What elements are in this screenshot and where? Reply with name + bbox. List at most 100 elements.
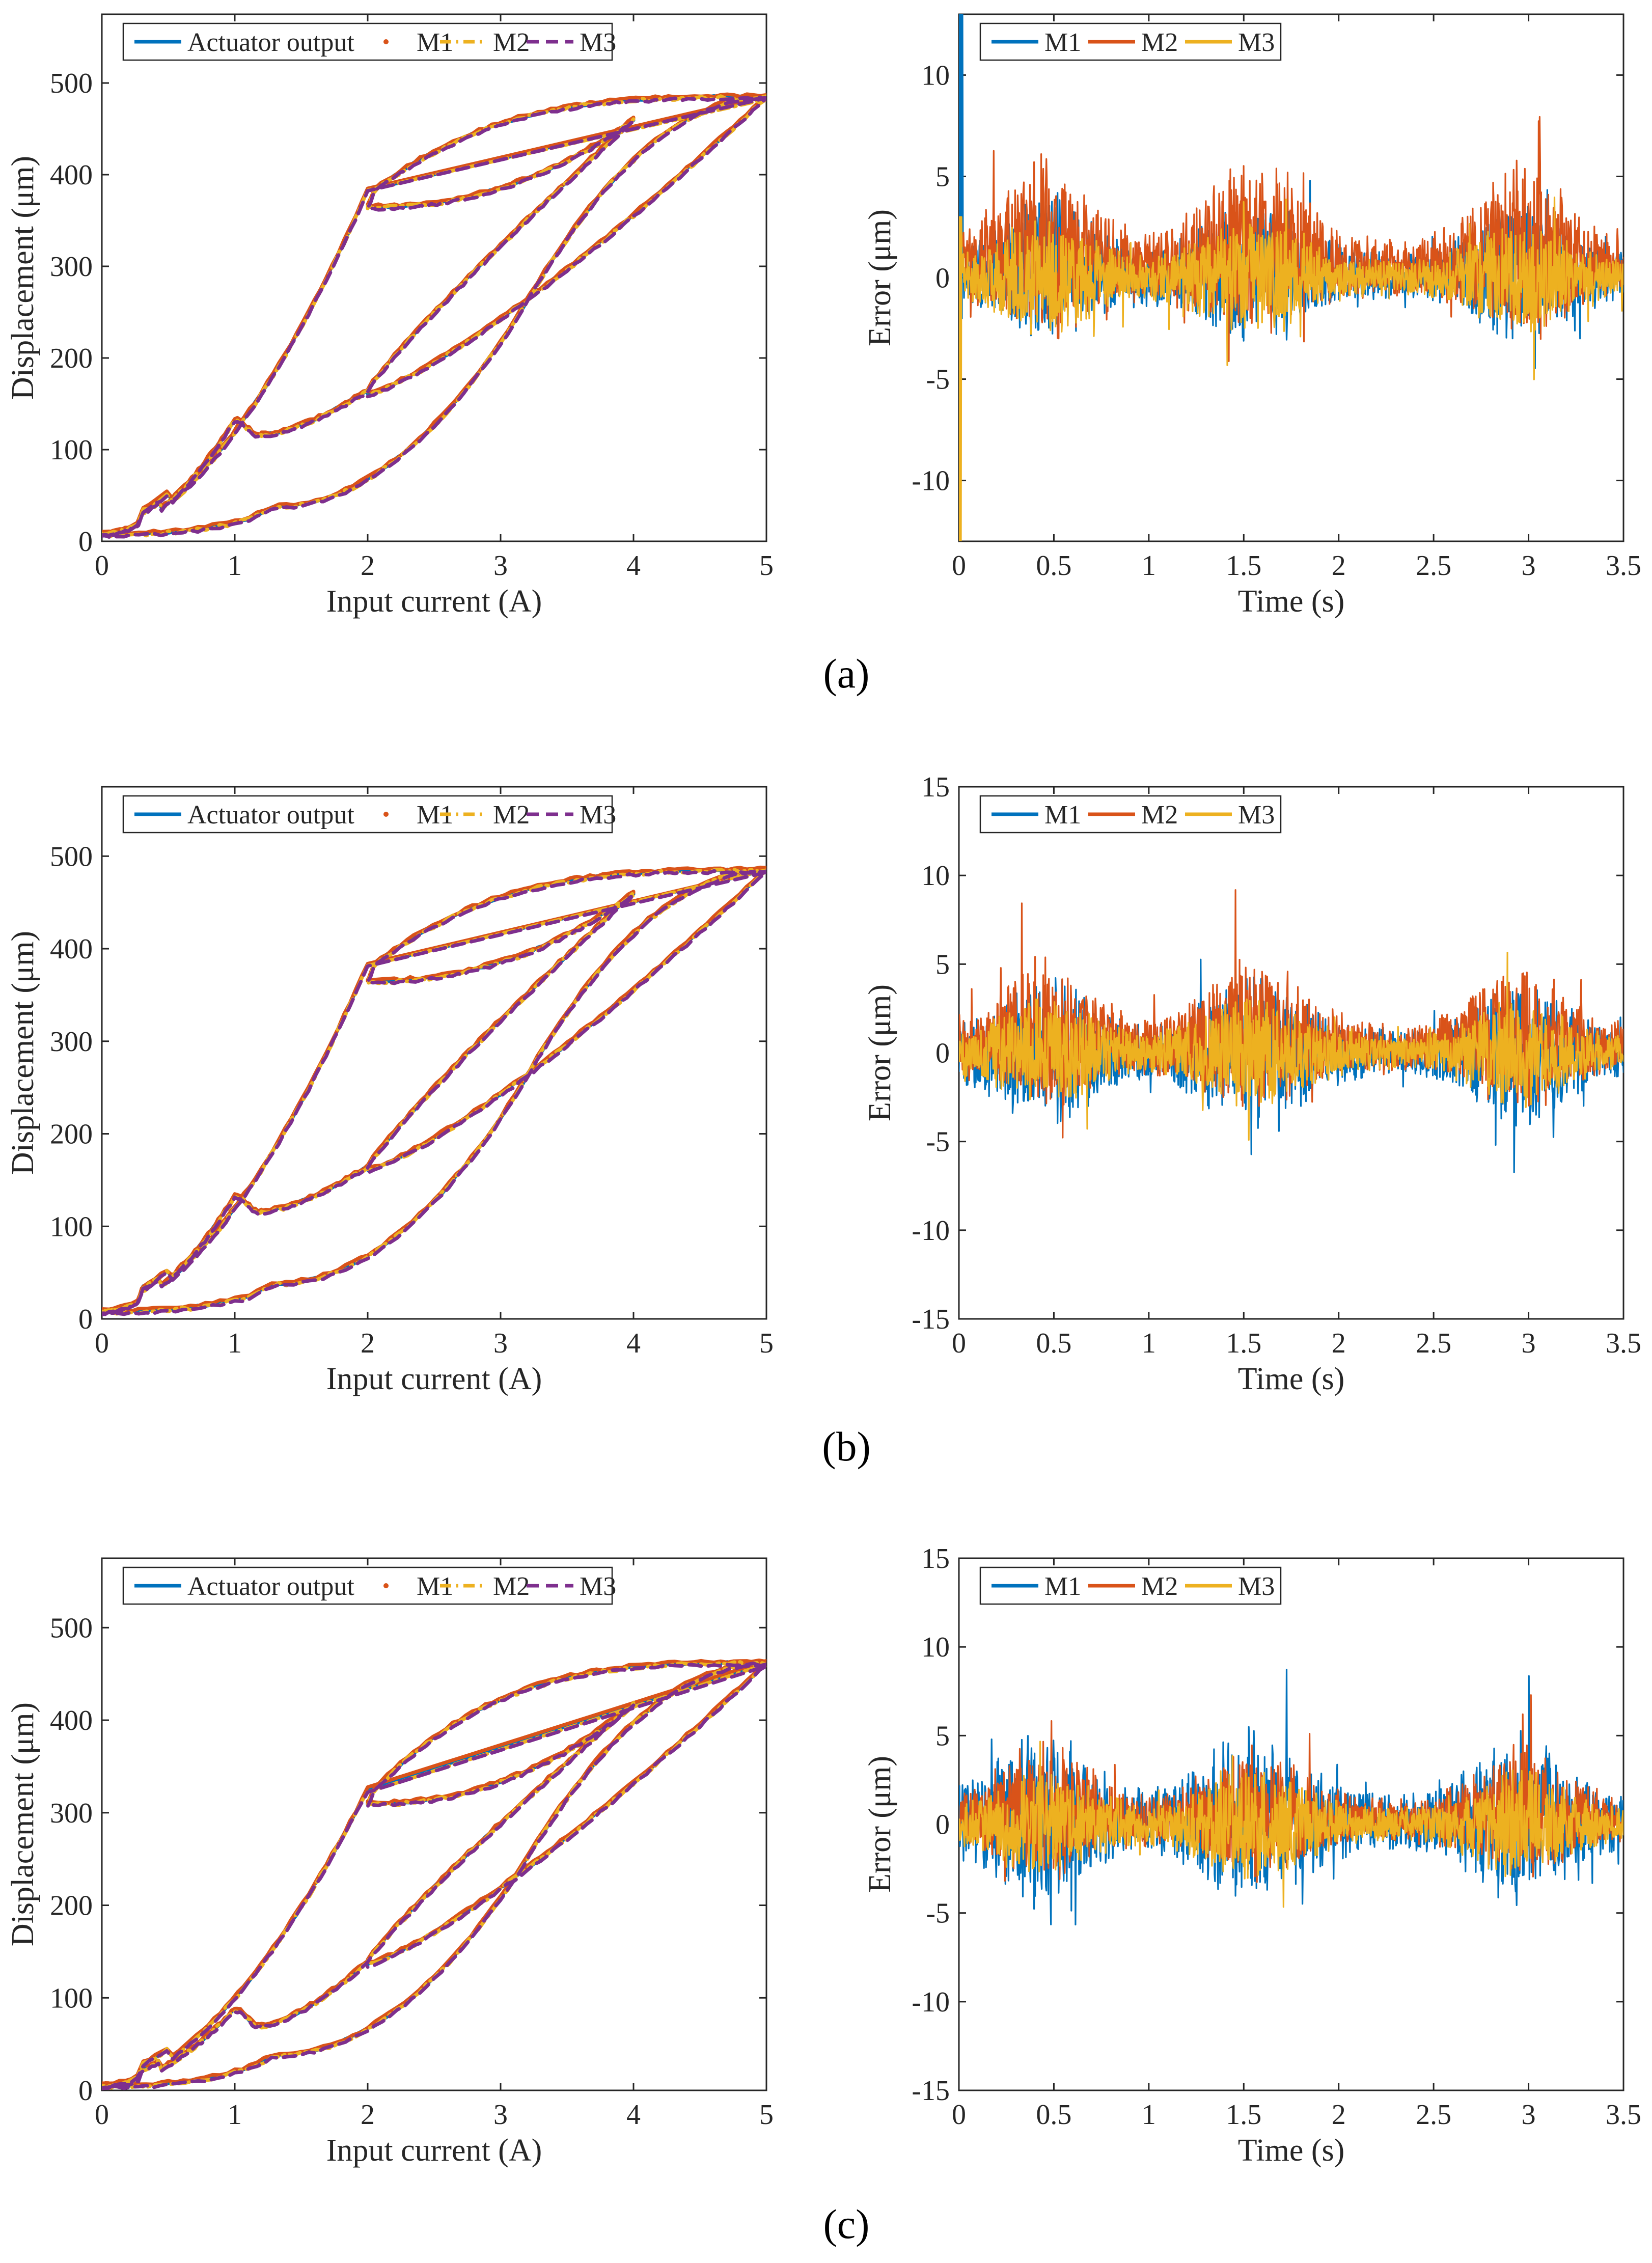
- y-tick-label: 15: [921, 771, 950, 803]
- chart-panel-c-right: 0 0.5 1 1.5 2 2.5 3 3.5 -15 -10 -5 0 5 10 15 Time (s) Er…: [863, 1543, 1641, 2168]
- panel-caption: (c): [823, 2201, 869, 2247]
- x-axis-label: Time (s): [1238, 1362, 1345, 1396]
- series-m3: [102, 95, 766, 539]
- y-tick-label: -5: [926, 364, 950, 396]
- x-tick-label: 3: [1522, 550, 1536, 582]
- y-tick-label: 100: [50, 1211, 93, 1243]
- x-tick-label: 5: [759, 1328, 774, 1359]
- y-tick-label: 10: [921, 1632, 950, 1663]
- series-m3-error: [959, 952, 1623, 1141]
- legend-label: M3: [1238, 801, 1275, 830]
- y-tick-label: 400: [50, 933, 93, 965]
- y-tick-label: 5: [935, 949, 950, 980]
- legend: Actuator output M1 M2 M3: [122, 22, 616, 61]
- x-tick-label: 3: [493, 2099, 508, 2131]
- x-tick-label: 5: [759, 550, 774, 582]
- y-tick-label: 10: [921, 860, 950, 892]
- legend: M1 M2 M3: [979, 22, 1282, 61]
- x-tick-label: 4: [626, 1328, 641, 1359]
- legend-marker: [383, 812, 389, 817]
- legend-label: Actuator output: [187, 28, 354, 57]
- x-tick-label: 4: [626, 2099, 641, 2131]
- series-m3: [102, 869, 766, 1317]
- y-tick-label: 200: [50, 343, 93, 374]
- legend-label: M3: [580, 801, 616, 830]
- y-tick-label: 5: [935, 161, 950, 192]
- x-tick-label: 5: [759, 2099, 774, 2131]
- y-axis-label: Displacement (μm): [6, 1702, 40, 1946]
- y-tick-label: 500: [50, 68, 93, 99]
- y-tick-label: 0: [935, 263, 950, 294]
- legend-label: M2: [493, 801, 530, 830]
- axes-frame: [101, 786, 767, 1320]
- legend-label: Actuator output: [187, 1572, 354, 1601]
- chart-panel-c-left: 0 1 2 3 4 5 0 100 200 300 400 500 Input current (A) D…: [6, 1557, 774, 2168]
- y-tick-label: -10: [912, 1986, 950, 2018]
- axes-frame: [101, 13, 767, 542]
- y-tick-label: 100: [50, 1982, 93, 2014]
- legend-marker: [383, 39, 389, 44]
- panel-caption: (b): [822, 1423, 871, 1470]
- legend-label: M3: [1238, 1572, 1275, 1601]
- y-tick-label: -10: [912, 1215, 950, 1247]
- legend-label: M1: [1044, 801, 1081, 830]
- y-tick-label: -10: [912, 465, 950, 497]
- x-tick-label: 3.5: [1606, 1328, 1641, 1359]
- x-tick-label: 1: [1142, 550, 1156, 582]
- y-axis-label: Displacement (μm): [6, 156, 40, 400]
- x-axis-label: Time (s): [1238, 2133, 1345, 2168]
- x-axis-label: Input current (A): [326, 584, 542, 619]
- chart-panel-a-left: 0 1 2 3 4 5 0 100 200 300 400 500 Input current (A) D…: [6, 13, 774, 619]
- y-axis-label: Error (μm): [863, 1756, 897, 1893]
- x-axis-label: Time (s): [1238, 584, 1345, 619]
- y-tick-label: 300: [50, 1798, 93, 1829]
- legend-label: M3: [580, 1572, 616, 1601]
- y-tick-label: 300: [50, 1026, 93, 1058]
- x-tick-label: 2: [361, 550, 375, 582]
- x-tick-label: 0: [952, 2099, 966, 2131]
- x-tick-label: 0: [95, 1328, 109, 1359]
- panel-caption: (a): [823, 650, 869, 697]
- x-tick-label: 0: [95, 2099, 109, 2131]
- y-tick-label: 10: [921, 60, 950, 91]
- chart-panel-b-right: 0 0.5 1 1.5 2 2.5 3 3.5 -15 -10 -5 0 5 10 15 Time (s) Er…: [863, 771, 1641, 1396]
- y-tick-label: 0: [935, 1809, 950, 1841]
- y-tick-label: 5: [935, 1720, 950, 1752]
- x-tick-label: 4: [626, 550, 641, 582]
- y-tick-label: 0: [78, 526, 93, 558]
- legend-label: M2: [1141, 28, 1178, 57]
- legend-label: M2: [1141, 1572, 1178, 1601]
- axes-frame: [101, 1557, 767, 2091]
- series-m3-error: [959, 1741, 1623, 1908]
- legend-label: M1: [1044, 1572, 1081, 1601]
- y-tick-label: 15: [921, 1543, 950, 1575]
- x-axis-label: Input current (A): [326, 1362, 542, 1396]
- x-tick-label: 3: [1522, 1328, 1536, 1359]
- x-tick-label: 3.5: [1606, 550, 1641, 582]
- x-tick-label: 2.5: [1416, 550, 1451, 582]
- x-axis-label: Input current (A): [326, 2133, 542, 2168]
- legend-label: M2: [493, 28, 530, 57]
- y-tick-label: 100: [50, 434, 93, 466]
- y-tick-label: -5: [926, 1126, 950, 1158]
- x-tick-label: 1: [228, 2099, 242, 2131]
- legend: M1 M2 M3: [979, 1566, 1282, 1605]
- x-tick-label: 0: [952, 1328, 966, 1359]
- x-tick-label: 1: [1142, 1328, 1156, 1359]
- legend: M1 M2 M3: [979, 795, 1282, 834]
- x-tick-label: 3: [1522, 2099, 1536, 2131]
- x-tick-label: 0.5: [1036, 1328, 1071, 1359]
- x-tick-label: 2.5: [1416, 2099, 1451, 2131]
- x-tick-label: 0: [952, 550, 966, 582]
- x-tick-label: 2: [1332, 1328, 1346, 1359]
- x-tick-label: 3.5: [1606, 2099, 1641, 2131]
- x-tick-label: 2: [361, 2099, 375, 2131]
- x-tick-label: 0.5: [1036, 2099, 1071, 2131]
- legend-label: M3: [580, 28, 616, 57]
- y-tick-label: -5: [926, 1898, 950, 1929]
- chart-panel-a-right: 0 0.5 1 1.5 2 2.5 3 3.5 -10 -5 0 5 10 Time (s) Error (…: [863, 13, 1641, 619]
- y-tick-label: 200: [50, 1119, 93, 1150]
- y-tick-label: 400: [50, 1705, 93, 1736]
- y-tick-label: 0: [78, 2075, 93, 2107]
- series-m3-error: [959, 197, 1623, 541]
